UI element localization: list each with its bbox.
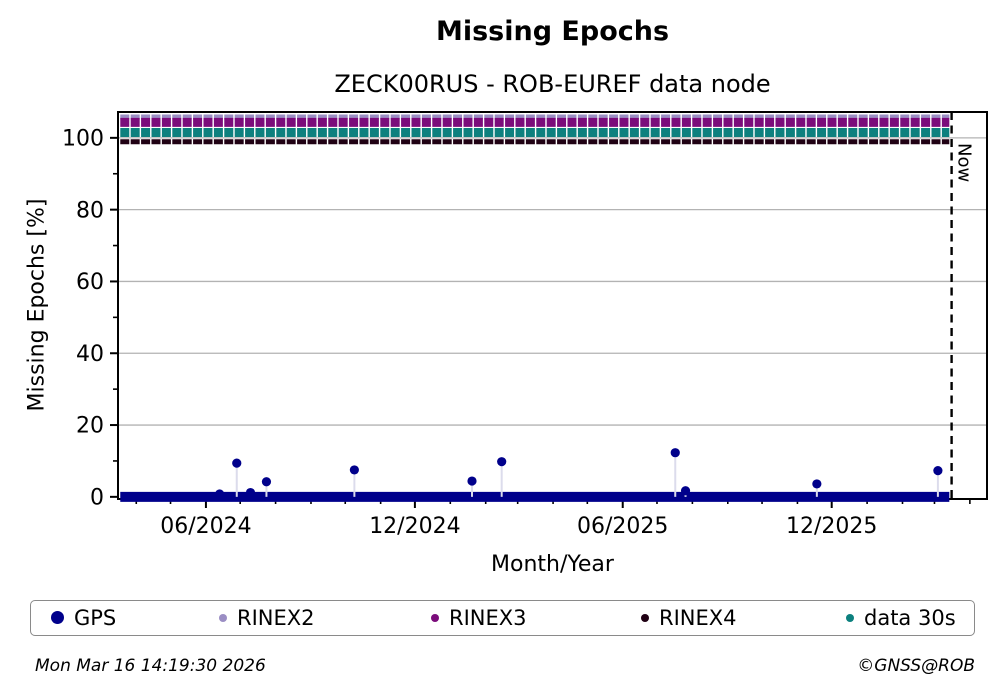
now-label: Now — [954, 143, 975, 182]
legend-item-data30s: data 30s — [846, 601, 956, 634]
legend-label: GPS — [74, 605, 117, 630]
rinex3-marker-icon — [431, 613, 439, 622]
gps-data-point — [261, 477, 272, 487]
rinex2-marker-icon — [219, 613, 227, 622]
legend: GPS RINEX2 RINEX3 RINEX4 data 30s — [30, 600, 975, 636]
legend-item-rinex2: RINEX2 — [219, 601, 315, 634]
gps-marker-icon — [51, 611, 64, 624]
gps-data-point — [680, 486, 691, 496]
x-tick-label: 12/2025 — [786, 514, 877, 539]
plot-timestamp: Mon Mar 16 14:19:30 2026 — [35, 656, 266, 676]
y-tick-label: 80 — [76, 198, 104, 223]
y-tick-label: 40 — [76, 342, 104, 367]
x-axis-title: Month/Year — [491, 552, 614, 577]
legend-label: RINEX4 — [659, 605, 737, 630]
gps-data-point — [215, 489, 225, 499]
y-tick-label: 0 — [90, 486, 104, 511]
gps-data-point — [467, 476, 477, 486]
legend-item-rinex4: RINEX4 — [641, 601, 737, 634]
gps-data-point — [670, 448, 680, 458]
y-tick-label: 100 — [62, 127, 104, 152]
gps-data-point — [232, 458, 242, 468]
copyright-credit: ©GNSS@ROB — [857, 656, 975, 676]
legend-item-rinex3: RINEX3 — [431, 601, 527, 634]
gps-data-point — [349, 465, 359, 475]
rinex4-marker-icon — [641, 613, 649, 622]
legend-label: data 30s — [864, 605, 956, 630]
x-tick-label: 06/2025 — [577, 514, 668, 539]
x-tick-label: 12/2024 — [369, 514, 460, 539]
y-axis-title: Missing Epochs [%] — [24, 198, 50, 412]
legend-label: RINEX2 — [237, 605, 315, 630]
gps-data-point — [497, 457, 507, 467]
y-tick-label: 60 — [76, 270, 104, 295]
page-title: Missing Epochs — [435, 16, 670, 47]
chart-subtitle: ZECK00RUS - ROB-EUREF data node — [334, 70, 771, 98]
gps-data-point — [812, 479, 822, 489]
y-tick-label: 20 — [76, 414, 104, 439]
plot-frame — [117, 111, 988, 500]
data30s-marker-icon — [846, 613, 854, 622]
gps-data-point — [245, 487, 256, 498]
gps-data-point — [933, 466, 943, 476]
x-tick-label: 06/2024 — [160, 514, 251, 539]
legend-label: RINEX3 — [449, 605, 527, 630]
legend-item-gps: GPS — [51, 601, 116, 634]
